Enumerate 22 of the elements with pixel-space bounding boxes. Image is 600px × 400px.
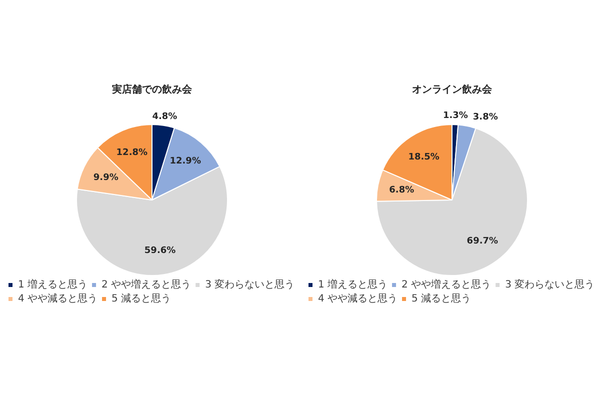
legend-label: 4 やや減ると思う bbox=[318, 292, 398, 305]
legend-label: 3 変わらないと思う bbox=[505, 278, 595, 291]
data-label: 59.6% bbox=[144, 246, 176, 256]
legend-label: 5 減ると思う bbox=[412, 292, 472, 305]
chart-title: オンライン飲み会 bbox=[412, 84, 493, 96]
chart-title: 実店舗での飲み会 bbox=[111, 84, 193, 96]
data-label: 3.8% bbox=[472, 112, 498, 123]
legend-label: 5 減ると思う bbox=[112, 292, 172, 305]
data-label: 18.5% bbox=[408, 152, 440, 162]
data-label: 69.7% bbox=[466, 236, 498, 247]
data-label: 9.9% bbox=[93, 172, 118, 183]
data-label: 6.8% bbox=[389, 185, 414, 196]
data-label: 12.8% bbox=[116, 148, 148, 158]
data-label: 1.3% bbox=[442, 110, 468, 121]
legend-label: 2 やや増えると思う bbox=[102, 278, 192, 291]
legend-label: 1 増えると思う bbox=[318, 278, 388, 291]
legend-label: 4 やや減ると思う bbox=[18, 292, 98, 305]
data-label: 12.9% bbox=[170, 156, 201, 166]
legend-label: 1 増えると思う bbox=[18, 278, 88, 291]
legend-label: 3 変わらないと思う bbox=[205, 278, 295, 291]
data-label: 4.8% bbox=[152, 112, 178, 122]
legend-label: 2 やや増えると思う bbox=[402, 278, 492, 291]
